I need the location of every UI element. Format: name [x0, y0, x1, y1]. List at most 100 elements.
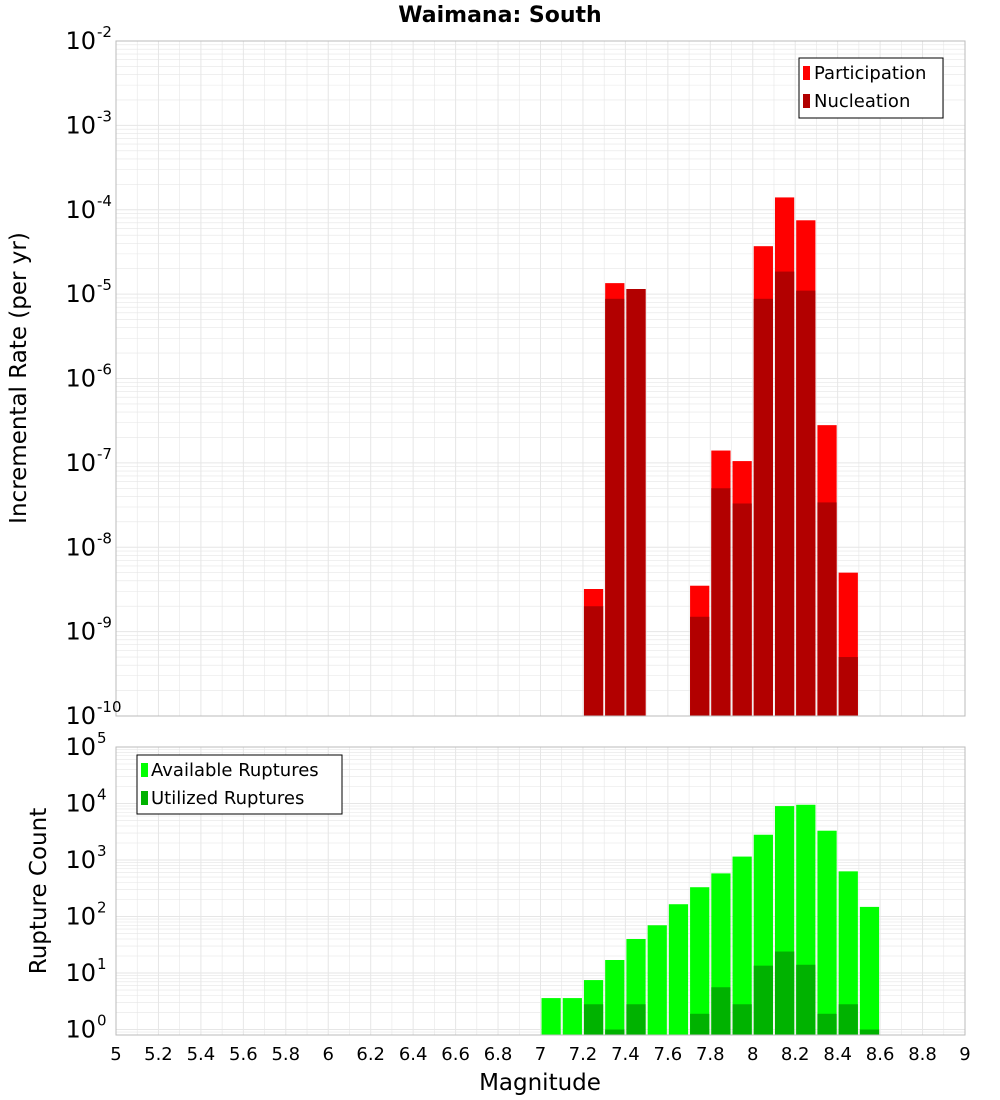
- y-tick-exponent: -9: [97, 614, 112, 632]
- x-tick-label: 8.6: [866, 1044, 895, 1065]
- y-tick-exponent: 1: [97, 955, 107, 973]
- x-tick-label: 9: [959, 1044, 970, 1065]
- bottom-legend: Available Ruptures Utilized Ruptures: [136, 754, 343, 815]
- y-tick-exponent: -8: [97, 529, 112, 547]
- y-tick-label: 10: [65, 111, 96, 139]
- y-tick-exponent: 2: [97, 899, 107, 917]
- x-tick-label: 6.8: [484, 1044, 513, 1065]
- y-tick-exponent: -5: [97, 276, 112, 294]
- nucleation-bar: [796, 290, 816, 716]
- legend-utilized-ruptures-label: Utilized Ruptures: [151, 788, 304, 809]
- nucleation-bar: [711, 488, 731, 716]
- utilized-ruptures-bar: [711, 987, 731, 1035]
- available-ruptures-bar: [562, 998, 582, 1035]
- legend-available-ruptures-label: Available Ruptures: [151, 760, 319, 781]
- bottom-plot-frame: [115, 746, 966, 1036]
- available-ruptures-bar: [541, 998, 561, 1035]
- y-tick-label: 10: [65, 790, 96, 818]
- y-tick-exponent: 4: [97, 786, 107, 804]
- y-tick-label: 10: [65, 1016, 96, 1044]
- legend-nucleation-label: Nucleation: [814, 91, 910, 112]
- y-tick-label: 10: [65, 733, 96, 761]
- utilized-ruptures-bar: [817, 1013, 837, 1035]
- nucleation-bar: [626, 289, 646, 716]
- y-tick-label: 10: [65, 846, 96, 874]
- y-tick-exponent: 3: [97, 842, 107, 860]
- available-ruptures-bar: [817, 830, 837, 1035]
- nucleation-bar: [732, 503, 752, 716]
- utilized-ruptures-bar: [859, 1029, 880, 1035]
- legend-nucleation-swatch: [803, 94, 810, 108]
- nucleation-bar: [690, 616, 710, 716]
- y-tick-exponent: 5: [97, 729, 107, 747]
- top-y-axis-label: Incremental Rate (per yr): [6, 232, 32, 524]
- legend-available-ruptures-swatch: [141, 763, 148, 777]
- x-tick-label: 7.4: [611, 1044, 640, 1065]
- y-tick-label: 10: [65, 618, 96, 646]
- x-axis-ticks: 5 5.2 5.4 5.6 5.8 6 6.2 6.4 6.6 6.8 7 7.2 7.4 7.6 7.8 8…: [110, 1044, 970, 1065]
- y-tick-exponent: 0: [97, 1012, 107, 1030]
- nucleation-bar: [753, 298, 773, 716]
- nucleation-bar: [817, 502, 837, 716]
- available-ruptures-bar: [690, 887, 710, 1035]
- utilized-ruptures-bar: [796, 964, 816, 1035]
- legend-participation-label: Participation: [814, 63, 926, 84]
- y-tick-label: 10: [65, 280, 96, 308]
- y-tick-exponent: -7: [97, 445, 112, 463]
- x-tick-label: 6.6: [441, 1044, 470, 1065]
- legend-utilized-ruptures-swatch: [141, 791, 148, 805]
- y-tick-label: 10: [65, 533, 96, 561]
- top-legend-box: [798, 57, 944, 119]
- x-tick-label: 5.2: [144, 1044, 173, 1065]
- y-tick-exponent: -10: [97, 698, 122, 716]
- utilized-ruptures-bar: [838, 1004, 858, 1035]
- utilized-ruptures-bar: [583, 1004, 604, 1035]
- available-ruptures-bar: [605, 959, 625, 1035]
- x-tick-label: 7.2: [569, 1044, 598, 1065]
- bottom-bars: [541, 804, 880, 1035]
- x-tick-label: 5: [110, 1044, 121, 1065]
- bottom-y-axis-label: Rupture Count: [26, 808, 52, 974]
- x-axis-label: Magnitude: [479, 1070, 601, 1096]
- utilized-ruptures-bar: [605, 1029, 625, 1035]
- available-ruptures-bar: [838, 871, 858, 1035]
- x-tick-label: 8.2: [781, 1044, 810, 1065]
- x-tick-label: 8: [747, 1044, 758, 1065]
- top-bars: [583, 197, 858, 717]
- available-ruptures-bar: [732, 856, 752, 1035]
- utilized-ruptures-bar: [774, 951, 795, 1035]
- utilized-ruptures-bar: [732, 1004, 752, 1035]
- y-tick-exponent: -6: [97, 361, 112, 379]
- y-tick-label: 10: [65, 196, 96, 224]
- y-tick-label: 10: [65, 449, 96, 477]
- x-tick-label: 6: [323, 1044, 334, 1065]
- y-tick-label: 10: [65, 903, 96, 931]
- utilized-ruptures-bar: [753, 965, 773, 1035]
- available-ruptures-bar: [668, 904, 689, 1035]
- y-tick-label: 10: [65, 959, 96, 987]
- nucleation-bar: [583, 606, 604, 716]
- chart-title: Waimana: South: [398, 3, 601, 28]
- x-tick-label: 7: [535, 1044, 546, 1065]
- top-plot-frame: [115, 40, 966, 717]
- x-tick-label: 5.8: [271, 1044, 300, 1065]
- bottom-legend-box: [136, 754, 343, 815]
- y-tick-exponent: -2: [97, 23, 112, 41]
- top-grid: [115, 40, 966, 717]
- available-ruptures-bar: [647, 925, 667, 1035]
- x-tick-label: 8.8: [908, 1044, 937, 1065]
- x-tick-label: 7.6: [654, 1044, 683, 1065]
- x-tick-label: 6.2: [356, 1044, 385, 1065]
- y-tick-label: 10: [65, 27, 96, 55]
- x-tick-label: 5.4: [187, 1044, 216, 1065]
- top-legend: Participation Nucleation: [798, 57, 944, 119]
- available-ruptures-bar: [859, 906, 880, 1035]
- x-tick-label: 6.4: [399, 1044, 428, 1065]
- legend-participation-swatch: [803, 66, 810, 80]
- y-tick-exponent: -4: [97, 192, 112, 210]
- y-tick-exponent: -3: [97, 107, 112, 125]
